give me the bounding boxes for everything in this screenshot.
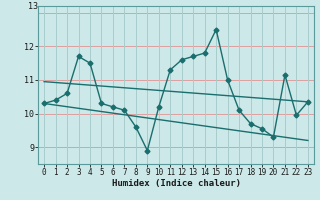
X-axis label: Humidex (Indice chaleur): Humidex (Indice chaleur) xyxy=(111,179,241,188)
Text: 13: 13 xyxy=(28,2,38,11)
